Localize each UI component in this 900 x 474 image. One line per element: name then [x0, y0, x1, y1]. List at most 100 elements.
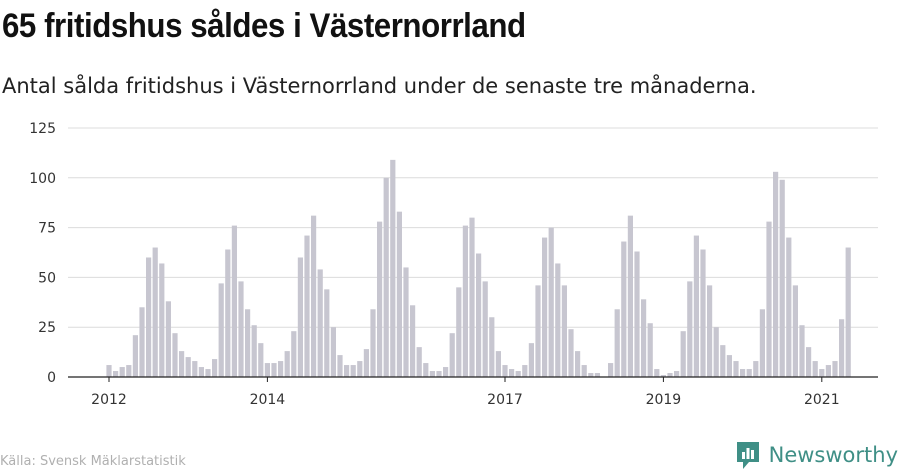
- bar: [198, 367, 204, 377]
- bar: [185, 357, 191, 377]
- brand-logo: Newsworthy: [735, 440, 898, 470]
- bar: [845, 247, 851, 377]
- bar: [159, 263, 165, 377]
- x-tick-label: 2014: [250, 392, 286, 408]
- bar: [594, 373, 600, 377]
- bar: [535, 285, 541, 377]
- bar: [832, 361, 838, 377]
- bar: [192, 361, 198, 377]
- bar: [205, 369, 211, 377]
- bar: [436, 371, 442, 377]
- data-label: 65: [845, 110, 864, 114]
- bar: [370, 309, 376, 377]
- bar: [324, 289, 330, 377]
- bar: [700, 249, 706, 377]
- bar: [779, 179, 785, 377]
- bar: [317, 269, 323, 377]
- bar: [720, 345, 726, 377]
- y-tick-label: 0: [47, 370, 56, 386]
- bar: [476, 253, 482, 377]
- bar: [799, 325, 805, 377]
- bar: [344, 365, 350, 377]
- bar: [410, 305, 416, 377]
- bar: [542, 237, 548, 377]
- bar: [462, 225, 468, 377]
- bar: [330, 327, 336, 377]
- bar: [753, 361, 759, 377]
- bar: [555, 263, 561, 377]
- bar: [489, 317, 495, 377]
- bar: [819, 369, 825, 377]
- bar: [588, 373, 594, 377]
- bar: [792, 285, 798, 377]
- bar: [119, 367, 125, 377]
- bar: [284, 351, 290, 377]
- source-note: Källa: Svensk Mäklarstatistik: [0, 454, 186, 469]
- bar: [251, 325, 257, 377]
- bar: [759, 309, 765, 377]
- bar: [218, 283, 224, 377]
- bar: [225, 249, 231, 377]
- newsworthy-logo-icon: [736, 442, 759, 469]
- y-tick-label: 125: [29, 121, 56, 137]
- bar: [212, 359, 218, 377]
- bar: [231, 225, 237, 377]
- bar: [634, 251, 640, 377]
- bar: [403, 267, 409, 377]
- bar: [693, 235, 699, 377]
- bar: [806, 347, 812, 377]
- bar: [291, 331, 297, 377]
- x-tick-label: 2021: [804, 392, 840, 408]
- bar: [271, 363, 277, 377]
- bar: [839, 319, 845, 377]
- bar: [357, 361, 363, 377]
- bar: [654, 369, 660, 377]
- bar: [746, 369, 752, 377]
- bar: [165, 301, 171, 377]
- bar: [311, 215, 317, 377]
- y-tick-label: 75: [38, 221, 56, 237]
- bar: [509, 369, 515, 377]
- y-tick-label: 25: [38, 320, 56, 336]
- bar: [660, 375, 666, 377]
- bar: [482, 281, 488, 377]
- bar: [766, 221, 772, 377]
- bar: [561, 285, 567, 377]
- bar: [297, 257, 303, 377]
- chart-subtitle: Antal sålda fritidshus i Västernorrland …: [2, 74, 757, 98]
- bar: [627, 215, 633, 377]
- bar: [390, 159, 396, 377]
- bar: [278, 361, 284, 377]
- bar: [396, 211, 402, 377]
- bar: [245, 309, 251, 377]
- bar: [443, 367, 449, 377]
- bar: [146, 257, 152, 377]
- bar: [726, 355, 732, 377]
- x-tick-label: 2017: [487, 392, 523, 408]
- bar: [304, 235, 310, 377]
- bar: [515, 371, 521, 377]
- bar: [264, 363, 270, 377]
- y-tick-label: 100: [29, 171, 56, 187]
- bar: [152, 247, 158, 377]
- bar: [641, 299, 647, 377]
- chart-title: 65 fritidshus såldes i Västernorrland: [2, 7, 526, 45]
- bar: [172, 333, 178, 377]
- bar: [687, 281, 693, 377]
- bar: [363, 349, 369, 377]
- bar: [786, 237, 792, 377]
- bar: [179, 351, 185, 377]
- bar: [621, 241, 627, 377]
- bar: [825, 365, 831, 377]
- bar: [383, 177, 389, 377]
- bar: [707, 285, 713, 377]
- bar: [548, 227, 554, 377]
- bar: [456, 287, 462, 377]
- bar: [575, 351, 581, 377]
- bar: [106, 365, 112, 377]
- bar: [429, 371, 435, 377]
- bar-chart: 0 25 50 75 100 125 2012 2014 2017 2019 2021 65: [29, 110, 878, 408]
- bar: [608, 363, 614, 377]
- bar: [423, 363, 429, 377]
- bar: [139, 307, 145, 377]
